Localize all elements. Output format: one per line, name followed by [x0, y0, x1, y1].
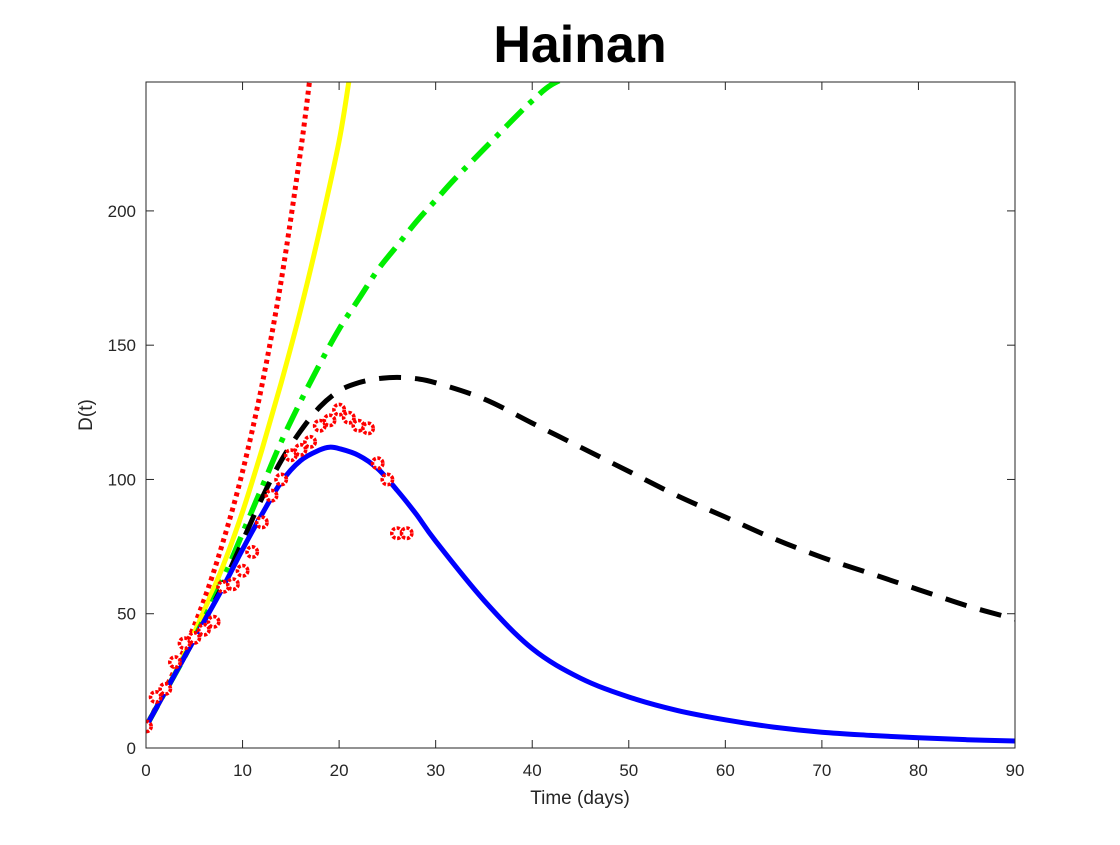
data-point-marker: [322, 413, 337, 428]
data-point-marker: [216, 579, 231, 594]
data-point-marker: [283, 448, 298, 463]
data-point-marker: [341, 410, 356, 425]
x-tick-label: 10: [233, 761, 252, 780]
data-point-marker: [158, 681, 173, 696]
data-point-marker: [187, 630, 202, 645]
plot-area: [146, 82, 1015, 744]
y-tick-label: 150: [108, 336, 136, 355]
x-axis-label: Time (days): [530, 788, 630, 809]
x-tick-label: 20: [330, 761, 349, 780]
x-tick-label: 60: [716, 761, 735, 780]
data-point-marker: [148, 689, 163, 704]
data-point-marker: [245, 544, 260, 559]
data-point-marker: [293, 442, 308, 457]
x-tick-label: 0: [141, 761, 150, 780]
data-point-marker: [370, 456, 385, 471]
y-tick-label: 200: [108, 202, 136, 221]
x-tick-label: 50: [619, 761, 638, 780]
data-point-marker: [168, 655, 183, 670]
data-point-marker: [399, 526, 414, 541]
x-tick-label: 30: [426, 761, 445, 780]
data-point-marker: [225, 577, 240, 592]
y-tick-label: 100: [108, 470, 136, 489]
data-point-marker: [177, 636, 192, 651]
x-tick-label: 70: [812, 761, 831, 780]
axis-ticks: 0 10 20 30 40 50 60 70 80 90 0 50 100 150 200: [108, 82, 1025, 780]
y-tick-label: 50: [117, 605, 136, 624]
series-line-solid: [146, 444, 1015, 744]
data-point-marker: [196, 622, 211, 637]
data-point-marker: [351, 418, 366, 433]
data-point-marker: [264, 488, 279, 503]
data-point-marker: [380, 472, 395, 487]
x-tick-label: 90: [1006, 761, 1025, 780]
data-point-marker: [254, 515, 269, 530]
y-axis-label: D(t): [76, 399, 97, 431]
data-point-marker: [332, 402, 347, 417]
x-tick-label: 40: [523, 761, 542, 780]
y-tick-label: 0: [127, 739, 136, 758]
chart-title: Hainan: [493, 16, 666, 74]
data-point-marker: [361, 421, 376, 436]
data-point-marker: [274, 472, 289, 487]
data-point-marker: [206, 614, 221, 629]
data-point-marker: [235, 563, 250, 578]
plot-frame: [145, 81, 1016, 749]
data-markers: [146, 402, 414, 734]
x-tick-label: 80: [909, 761, 928, 780]
data-point-marker: [303, 434, 318, 449]
